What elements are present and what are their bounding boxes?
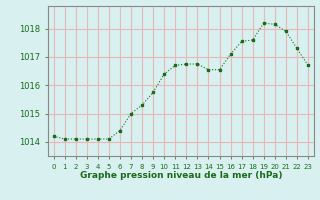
X-axis label: Graphe pression niveau de la mer (hPa): Graphe pression niveau de la mer (hPa) <box>80 171 282 180</box>
